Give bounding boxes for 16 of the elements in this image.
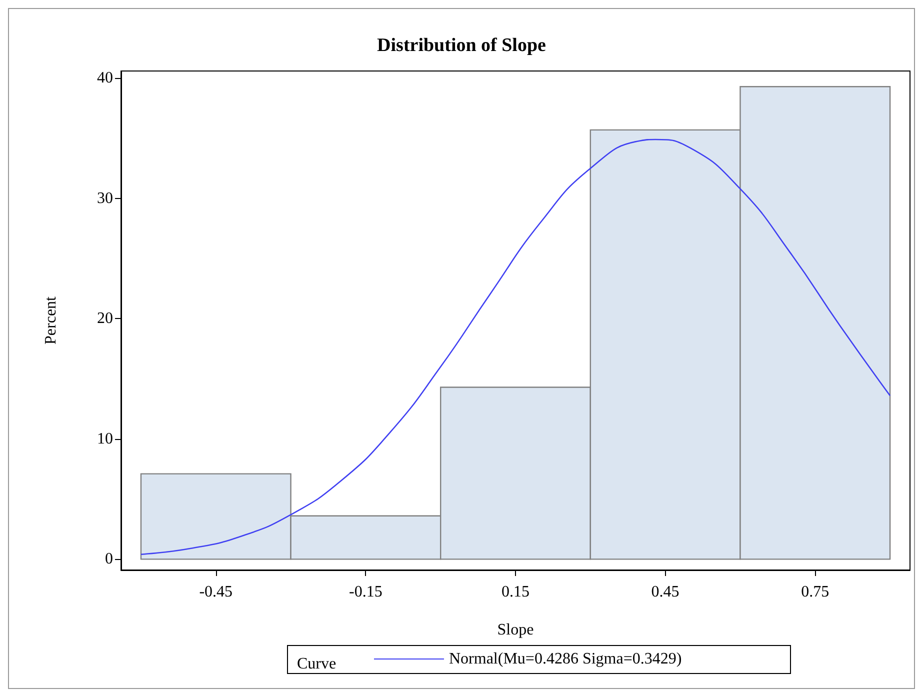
y-tick-label: 40 [97,70,113,87]
y-tick-label: 10 [97,430,113,448]
y-axis-title: Percent [42,296,60,344]
y-tick-label: 20 [97,310,113,328]
x-tick-label: 0.15 [502,584,530,600]
y-tick-label: 30 [97,190,113,207]
x-axis-title: Slope [497,622,534,638]
x-tick-label: -0.15 [349,584,382,600]
legend-title: Curve [297,656,336,672]
y-tick-label: 0 [105,550,113,568]
x-tick-label: 0.45 [651,584,680,600]
legend-label: Normal(Mu=0.4286 Sigma=0.3429) [449,650,682,668]
x-tick-label: 0.75 [801,584,830,600]
x-tick-label: -0.45 [199,584,233,600]
line-series [140,138,891,556]
chart-title: Distribution of Slope [377,35,546,56]
